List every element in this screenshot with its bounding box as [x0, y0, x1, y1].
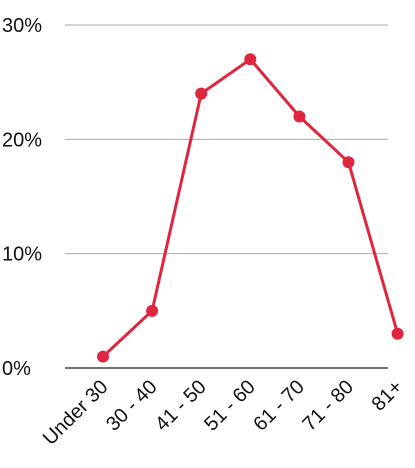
x-tick-label: 61 - 70 [249, 376, 309, 436]
data-point [342, 156, 355, 169]
x-tick-label: 81+ [368, 376, 408, 416]
y-tick-label: 10% [2, 244, 42, 266]
gridlines [65, 24, 388, 369]
data-point [146, 304, 159, 317]
data-point [391, 327, 404, 340]
data-point [244, 53, 257, 66]
y-tick-label: 30% [2, 15, 42, 37]
data-point [97, 350, 109, 363]
y-tick-label: 20% [2, 129, 42, 151]
x-tick-label: 71 - 80 [298, 376, 358, 436]
series-layer [97, 53, 404, 363]
x-tick-label: 30 - 40 [102, 376, 162, 436]
data-point [195, 87, 208, 100]
x-tick-label: 51 - 60 [200, 376, 260, 436]
x-tick-label: Under 30 [39, 376, 113, 450]
x-tick-label: 41 - 50 [151, 376, 211, 436]
y-tick-label: 0% [2, 358, 31, 380]
y-axis-tick-labels: 0% 10% 20% 30% [2, 15, 42, 380]
data-point [293, 110, 306, 123]
